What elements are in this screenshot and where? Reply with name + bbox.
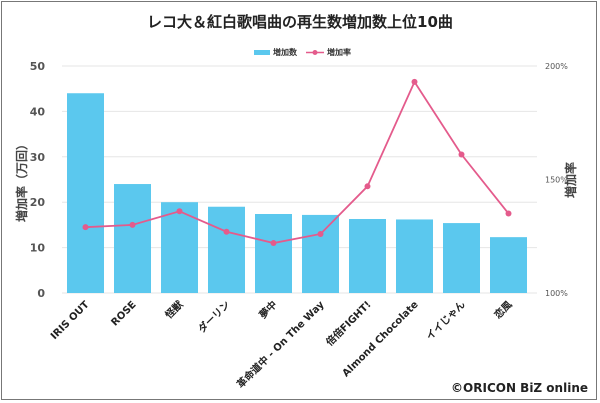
rate-point-6 [317, 230, 324, 237]
bar-8 [396, 219, 433, 293]
bar-10 [490, 237, 527, 293]
rate-point-3 [176, 208, 183, 215]
x-tick-label: 怪獣 [162, 297, 186, 321]
x-tick-label: 恋風 [491, 298, 514, 321]
x-tick-label: IRIS OUT [49, 299, 92, 342]
rate-point-4 [223, 228, 230, 235]
bar-4 [208, 206, 245, 293]
rate-point-7 [364, 183, 371, 190]
bar-9 [443, 223, 480, 293]
bar-2 [114, 184, 151, 293]
x-tick-label: 倍倍FIGHT! [323, 298, 374, 349]
rate-point-8 [411, 78, 418, 85]
bar-7 [349, 218, 386, 293]
y-tick-label: 0 [37, 287, 45, 300]
x-tick-label: イイじゃん [424, 299, 468, 343]
y-tick-label: 50 [30, 60, 46, 73]
rate-point-10 [505, 210, 512, 217]
y-tick-label: 20 [30, 196, 46, 209]
y2-tick-label: 200% [545, 62, 568, 71]
bar-6 [302, 214, 339, 293]
y-tick-label: 40 [30, 105, 46, 118]
rate-point-5 [270, 240, 277, 247]
x-tick-label: 革命道中 - On The Way [234, 298, 327, 391]
y2-axis-label: 増加率 [563, 162, 578, 198]
credit-footer: ©ORICON BiZ online [451, 381, 588, 395]
legend-bar-swatch [254, 50, 270, 55]
y2-tick-label: 100% [545, 289, 568, 298]
y-tick-label: 10 [30, 242, 46, 255]
x-tick-label: 夢中 [256, 298, 279, 321]
y-tick-label: 30 [30, 151, 46, 164]
bar-5 [255, 214, 292, 293]
rate-point-2 [129, 221, 136, 228]
rate-line [85, 80, 510, 244]
legend-label-bar: 増加数 [273, 47, 298, 57]
x-tick-label: ダーリン [195, 298, 232, 335]
chart-title: レコ大＆紅白歌唱曲の再生数増加数上位10曲 [147, 13, 453, 31]
y2-tick-label: 150% [545, 176, 568, 185]
y-axis-label: 増加率（万回） [14, 138, 29, 222]
x-tick-label: ROSE [109, 299, 138, 328]
rate-point-9 [458, 151, 465, 158]
legend-line-marker [312, 50, 318, 55]
bar-1 [67, 93, 104, 294]
legend-label-line: 増加率 [327, 47, 351, 57]
legend: 増加数 増加率 [254, 47, 351, 57]
rate-point-1 [82, 224, 89, 231]
